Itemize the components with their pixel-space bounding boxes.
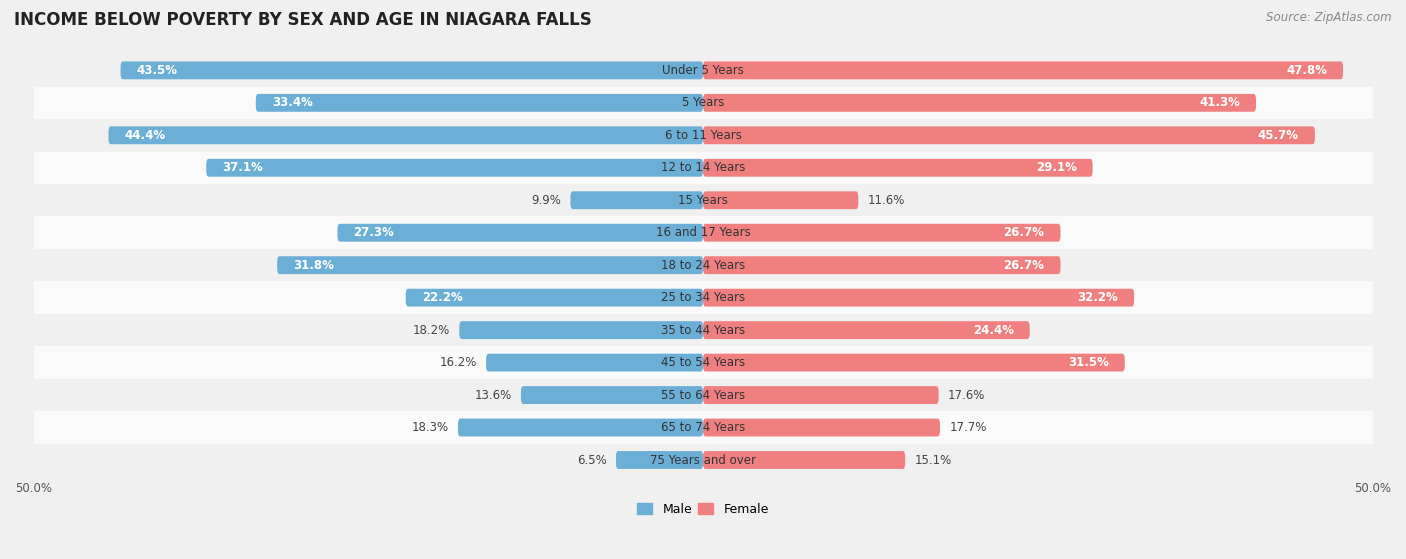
Bar	[34, 119, 1372, 151]
FancyBboxPatch shape	[703, 256, 1060, 274]
FancyBboxPatch shape	[703, 126, 1315, 144]
FancyBboxPatch shape	[703, 94, 1256, 112]
Text: 6 to 11 Years: 6 to 11 Years	[665, 129, 741, 142]
FancyBboxPatch shape	[207, 159, 703, 177]
Bar	[34, 216, 1372, 249]
Text: 17.6%: 17.6%	[948, 389, 986, 401]
Text: 9.9%: 9.9%	[531, 194, 561, 207]
Bar	[34, 314, 1372, 347]
Text: 11.6%: 11.6%	[868, 194, 905, 207]
Text: Under 5 Years: Under 5 Years	[662, 64, 744, 77]
FancyBboxPatch shape	[458, 419, 703, 437]
Text: 6.5%: 6.5%	[576, 453, 606, 467]
Text: 35 to 44 Years: 35 to 44 Years	[661, 324, 745, 337]
FancyBboxPatch shape	[703, 191, 858, 209]
FancyBboxPatch shape	[108, 126, 703, 144]
Bar	[34, 379, 1372, 411]
Text: 31.8%: 31.8%	[294, 259, 335, 272]
FancyBboxPatch shape	[703, 451, 905, 469]
Bar	[34, 87, 1372, 119]
FancyBboxPatch shape	[703, 321, 1029, 339]
Text: 18.2%: 18.2%	[413, 324, 450, 337]
Text: 45.7%: 45.7%	[1258, 129, 1299, 142]
Text: 16 and 17 Years: 16 and 17 Years	[655, 226, 751, 239]
Bar	[34, 249, 1372, 281]
Text: 29.1%: 29.1%	[1036, 162, 1077, 174]
Text: 15.1%: 15.1%	[914, 453, 952, 467]
Text: 75 Years and over: 75 Years and over	[650, 453, 756, 467]
Bar	[34, 444, 1372, 476]
Text: 55 to 64 Years: 55 to 64 Years	[661, 389, 745, 401]
Text: 15 Years: 15 Years	[678, 194, 728, 207]
Text: 45 to 54 Years: 45 to 54 Years	[661, 356, 745, 369]
Text: 16.2%: 16.2%	[439, 356, 477, 369]
FancyBboxPatch shape	[256, 94, 703, 112]
FancyBboxPatch shape	[121, 61, 703, 79]
Text: 5 Years: 5 Years	[682, 96, 724, 110]
Text: 47.8%: 47.8%	[1286, 64, 1327, 77]
Bar	[34, 151, 1372, 184]
Text: 44.4%: 44.4%	[125, 129, 166, 142]
Bar	[34, 411, 1372, 444]
Text: 33.4%: 33.4%	[271, 96, 312, 110]
Text: Source: ZipAtlas.com: Source: ZipAtlas.com	[1267, 11, 1392, 24]
Bar	[34, 184, 1372, 216]
FancyBboxPatch shape	[337, 224, 703, 241]
Text: 37.1%: 37.1%	[222, 162, 263, 174]
FancyBboxPatch shape	[703, 224, 1060, 241]
Text: 22.2%: 22.2%	[422, 291, 463, 304]
FancyBboxPatch shape	[703, 386, 939, 404]
Text: 18.3%: 18.3%	[412, 421, 449, 434]
Text: 24.4%: 24.4%	[973, 324, 1014, 337]
FancyBboxPatch shape	[406, 289, 703, 306]
Text: 31.5%: 31.5%	[1067, 356, 1109, 369]
FancyBboxPatch shape	[486, 354, 703, 372]
Text: 32.2%: 32.2%	[1077, 291, 1118, 304]
FancyBboxPatch shape	[703, 419, 941, 437]
Text: 26.7%: 26.7%	[1004, 226, 1045, 239]
Text: 43.5%: 43.5%	[136, 64, 177, 77]
Text: 18 to 24 Years: 18 to 24 Years	[661, 259, 745, 272]
FancyBboxPatch shape	[520, 386, 703, 404]
Text: 25 to 34 Years: 25 to 34 Years	[661, 291, 745, 304]
FancyBboxPatch shape	[277, 256, 703, 274]
Bar	[34, 54, 1372, 87]
FancyBboxPatch shape	[703, 61, 1343, 79]
Text: 65 to 74 Years: 65 to 74 Years	[661, 421, 745, 434]
Text: 13.6%: 13.6%	[474, 389, 512, 401]
Legend: Male, Female: Male, Female	[633, 498, 773, 520]
Text: 41.3%: 41.3%	[1199, 96, 1240, 110]
FancyBboxPatch shape	[703, 289, 1135, 306]
FancyBboxPatch shape	[703, 354, 1125, 372]
Text: 27.3%: 27.3%	[353, 226, 394, 239]
FancyBboxPatch shape	[616, 451, 703, 469]
Bar	[34, 347, 1372, 379]
Text: 12 to 14 Years: 12 to 14 Years	[661, 162, 745, 174]
FancyBboxPatch shape	[703, 159, 1092, 177]
Bar	[34, 281, 1372, 314]
Text: 26.7%: 26.7%	[1004, 259, 1045, 272]
FancyBboxPatch shape	[460, 321, 703, 339]
Text: INCOME BELOW POVERTY BY SEX AND AGE IN NIAGARA FALLS: INCOME BELOW POVERTY BY SEX AND AGE IN N…	[14, 11, 592, 29]
FancyBboxPatch shape	[571, 191, 703, 209]
Text: 17.7%: 17.7%	[949, 421, 987, 434]
